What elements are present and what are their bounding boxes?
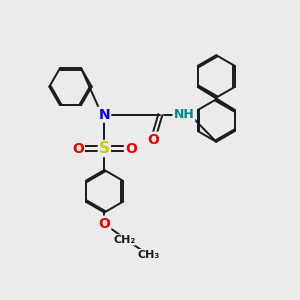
Text: S: S <box>99 141 110 156</box>
Text: O: O <box>98 217 110 231</box>
Text: NH: NH <box>173 108 194 121</box>
Text: N: N <box>98 108 110 122</box>
Text: CH₃: CH₃ <box>137 250 160 260</box>
Text: CH₂: CH₂ <box>114 235 136 245</box>
Text: O: O <box>72 142 84 155</box>
Text: O: O <box>147 133 159 147</box>
Text: O: O <box>125 142 137 155</box>
